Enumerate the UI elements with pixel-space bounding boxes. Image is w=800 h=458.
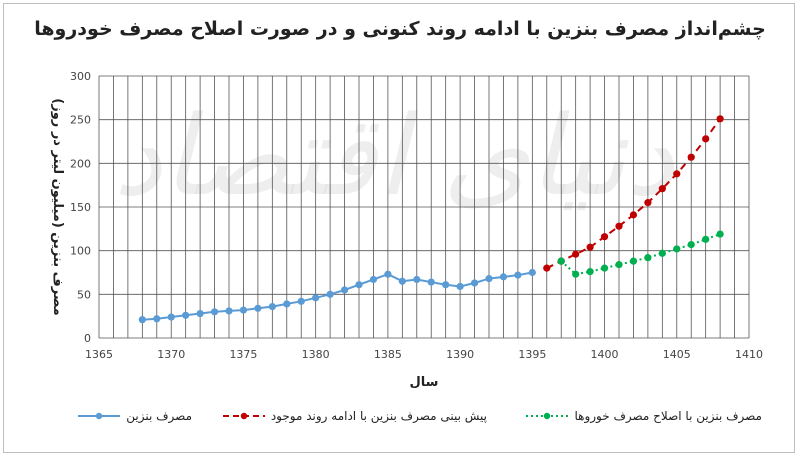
series-line-2: [560, 233, 721, 276]
data-point-series-0: [167, 313, 175, 321]
data-point-series-2: [702, 235, 710, 243]
data-point-series-0: [384, 270, 392, 278]
data-point-series-0: [196, 309, 204, 318]
legend-label-trend: پیش بینی مصرف بنزین با ادامه روند موجود: [270, 409, 487, 423]
data-point-series-2: [572, 270, 580, 278]
legend-item-reform: مصرف بنزین با اصلاح مصرف خوروها: [524, 406, 766, 426]
data-point-series-1: [629, 211, 638, 219]
data-point-series-0: [413, 275, 421, 284]
data-point-series-2: [557, 257, 565, 265]
legend-item-trend: پیش بینی مصرف بنزین با ادامه روند موجود: [221, 406, 491, 426]
data-point-series-0: [442, 281, 450, 289]
legend-label-gasoline: مصرف بنزین: [126, 409, 192, 423]
data-point-series-1: [586, 243, 594, 251]
data-point-series-0: [210, 308, 219, 316]
y-axis-title: مصرف بنزین (میلیون لیتر در روز): [50, 98, 65, 315]
data-point-series-0: [138, 316, 146, 324]
y-tick-label: 0: [84, 332, 91, 345]
data-point-series-0: [340, 286, 349, 294]
chart-frame: چشم‌انداز مصرف بنزین با ادامه روند کنونی…: [3, 3, 795, 453]
data-point-series-0: [153, 315, 161, 323]
data-point-series-1: [615, 222, 623, 230]
data-point-series-2: [644, 254, 652, 262]
data-point-series-0: [239, 306, 248, 314]
data-point-series-0: [456, 282, 464, 291]
data-point-series-2: [629, 257, 638, 265]
legend-swatch-trend: [222, 412, 265, 420]
y-tick-label: 50: [77, 288, 91, 301]
data-point-series-0: [485, 275, 493, 283]
data-point-series-0: [427, 278, 435, 286]
x-tick-label: 1385: [374, 348, 402, 361]
x-tick-label: 1390: [446, 348, 474, 361]
data-point-series-1: [687, 153, 695, 161]
y-tick-label: 150: [70, 201, 91, 214]
data-point-series-0: [470, 279, 479, 287]
y-tick-label: 300: [70, 70, 91, 83]
data-point-series-0: [283, 300, 291, 308]
chart-legend: مصرف بنزین پیش بینی مصرف بنزین با ادامه …: [4, 406, 796, 426]
data-point-series-0: [499, 273, 508, 281]
data-point-series-0: [398, 277, 406, 285]
y-tick-label: 250: [70, 114, 91, 127]
data-point-series-2: [586, 268, 594, 276]
x-tick-label: 1375: [229, 348, 257, 361]
x-tick-label: 1370: [157, 348, 185, 361]
chart-plot: 0 50 100 150 200 250 300 1365 1370 1375 1380 1385 13…: [50, 70, 763, 390]
x-tick-label: 1395: [518, 348, 546, 361]
data-point-series-2: [687, 240, 695, 249]
data-point-series-2: [658, 249, 666, 257]
x-tick-label: 1365: [85, 348, 113, 361]
data-point-series-2: [716, 230, 724, 238]
data-point-series-0: [528, 268, 536, 277]
x-tick-label: 1380: [302, 348, 330, 361]
x-tick-label: 1400: [591, 348, 619, 361]
data-point-series-1: [644, 199, 652, 207]
data-point-series-0: [514, 271, 522, 279]
data-point-series-1: [600, 233, 609, 241]
data-point-series-0: [297, 297, 305, 305]
y-tick-label: 100: [70, 245, 91, 258]
data-point-series-0: [326, 290, 334, 298]
series-line-0: [142, 271, 533, 321]
data-point-series-1: [673, 170, 681, 178]
data-point-series-0: [254, 304, 262, 312]
legend-label-reform: مصرف بنزین با اصلاح مصرف خوروها: [574, 409, 762, 423]
data-point-series-0: [355, 281, 363, 289]
chart-title: چشم‌انداز مصرف بنزین با ادامه روند کنونی…: [34, 18, 766, 40]
data-point-series-1: [658, 185, 666, 193]
data-point-series-2: [673, 245, 681, 253]
data-point-series-0: [268, 302, 276, 311]
x-tick-label: 1405: [663, 348, 691, 361]
data-point-series-1: [702, 135, 710, 143]
y-tick-label: 200: [70, 157, 91, 170]
x-axis-title: سال: [410, 375, 439, 390]
data-point-series-0: [312, 294, 320, 302]
x-tick-label: 1410: [735, 348, 763, 361]
legend-swatch-reform: [526, 412, 569, 420]
data-point-series-1: [716, 115, 724, 123]
data-point-series-1: [543, 264, 551, 272]
data-point-series-1: [572, 250, 580, 258]
data-point-series-0: [369, 275, 378, 284]
data-point-series-0: [182, 311, 190, 319]
data-point-series-0: [225, 307, 233, 315]
legend-item-gasoline: مصرف بنزین: [76, 406, 196, 426]
legend-swatch-gasoline: [78, 412, 121, 420]
data-point-series-2: [600, 264, 609, 272]
data-point-series-2: [615, 261, 623, 269]
